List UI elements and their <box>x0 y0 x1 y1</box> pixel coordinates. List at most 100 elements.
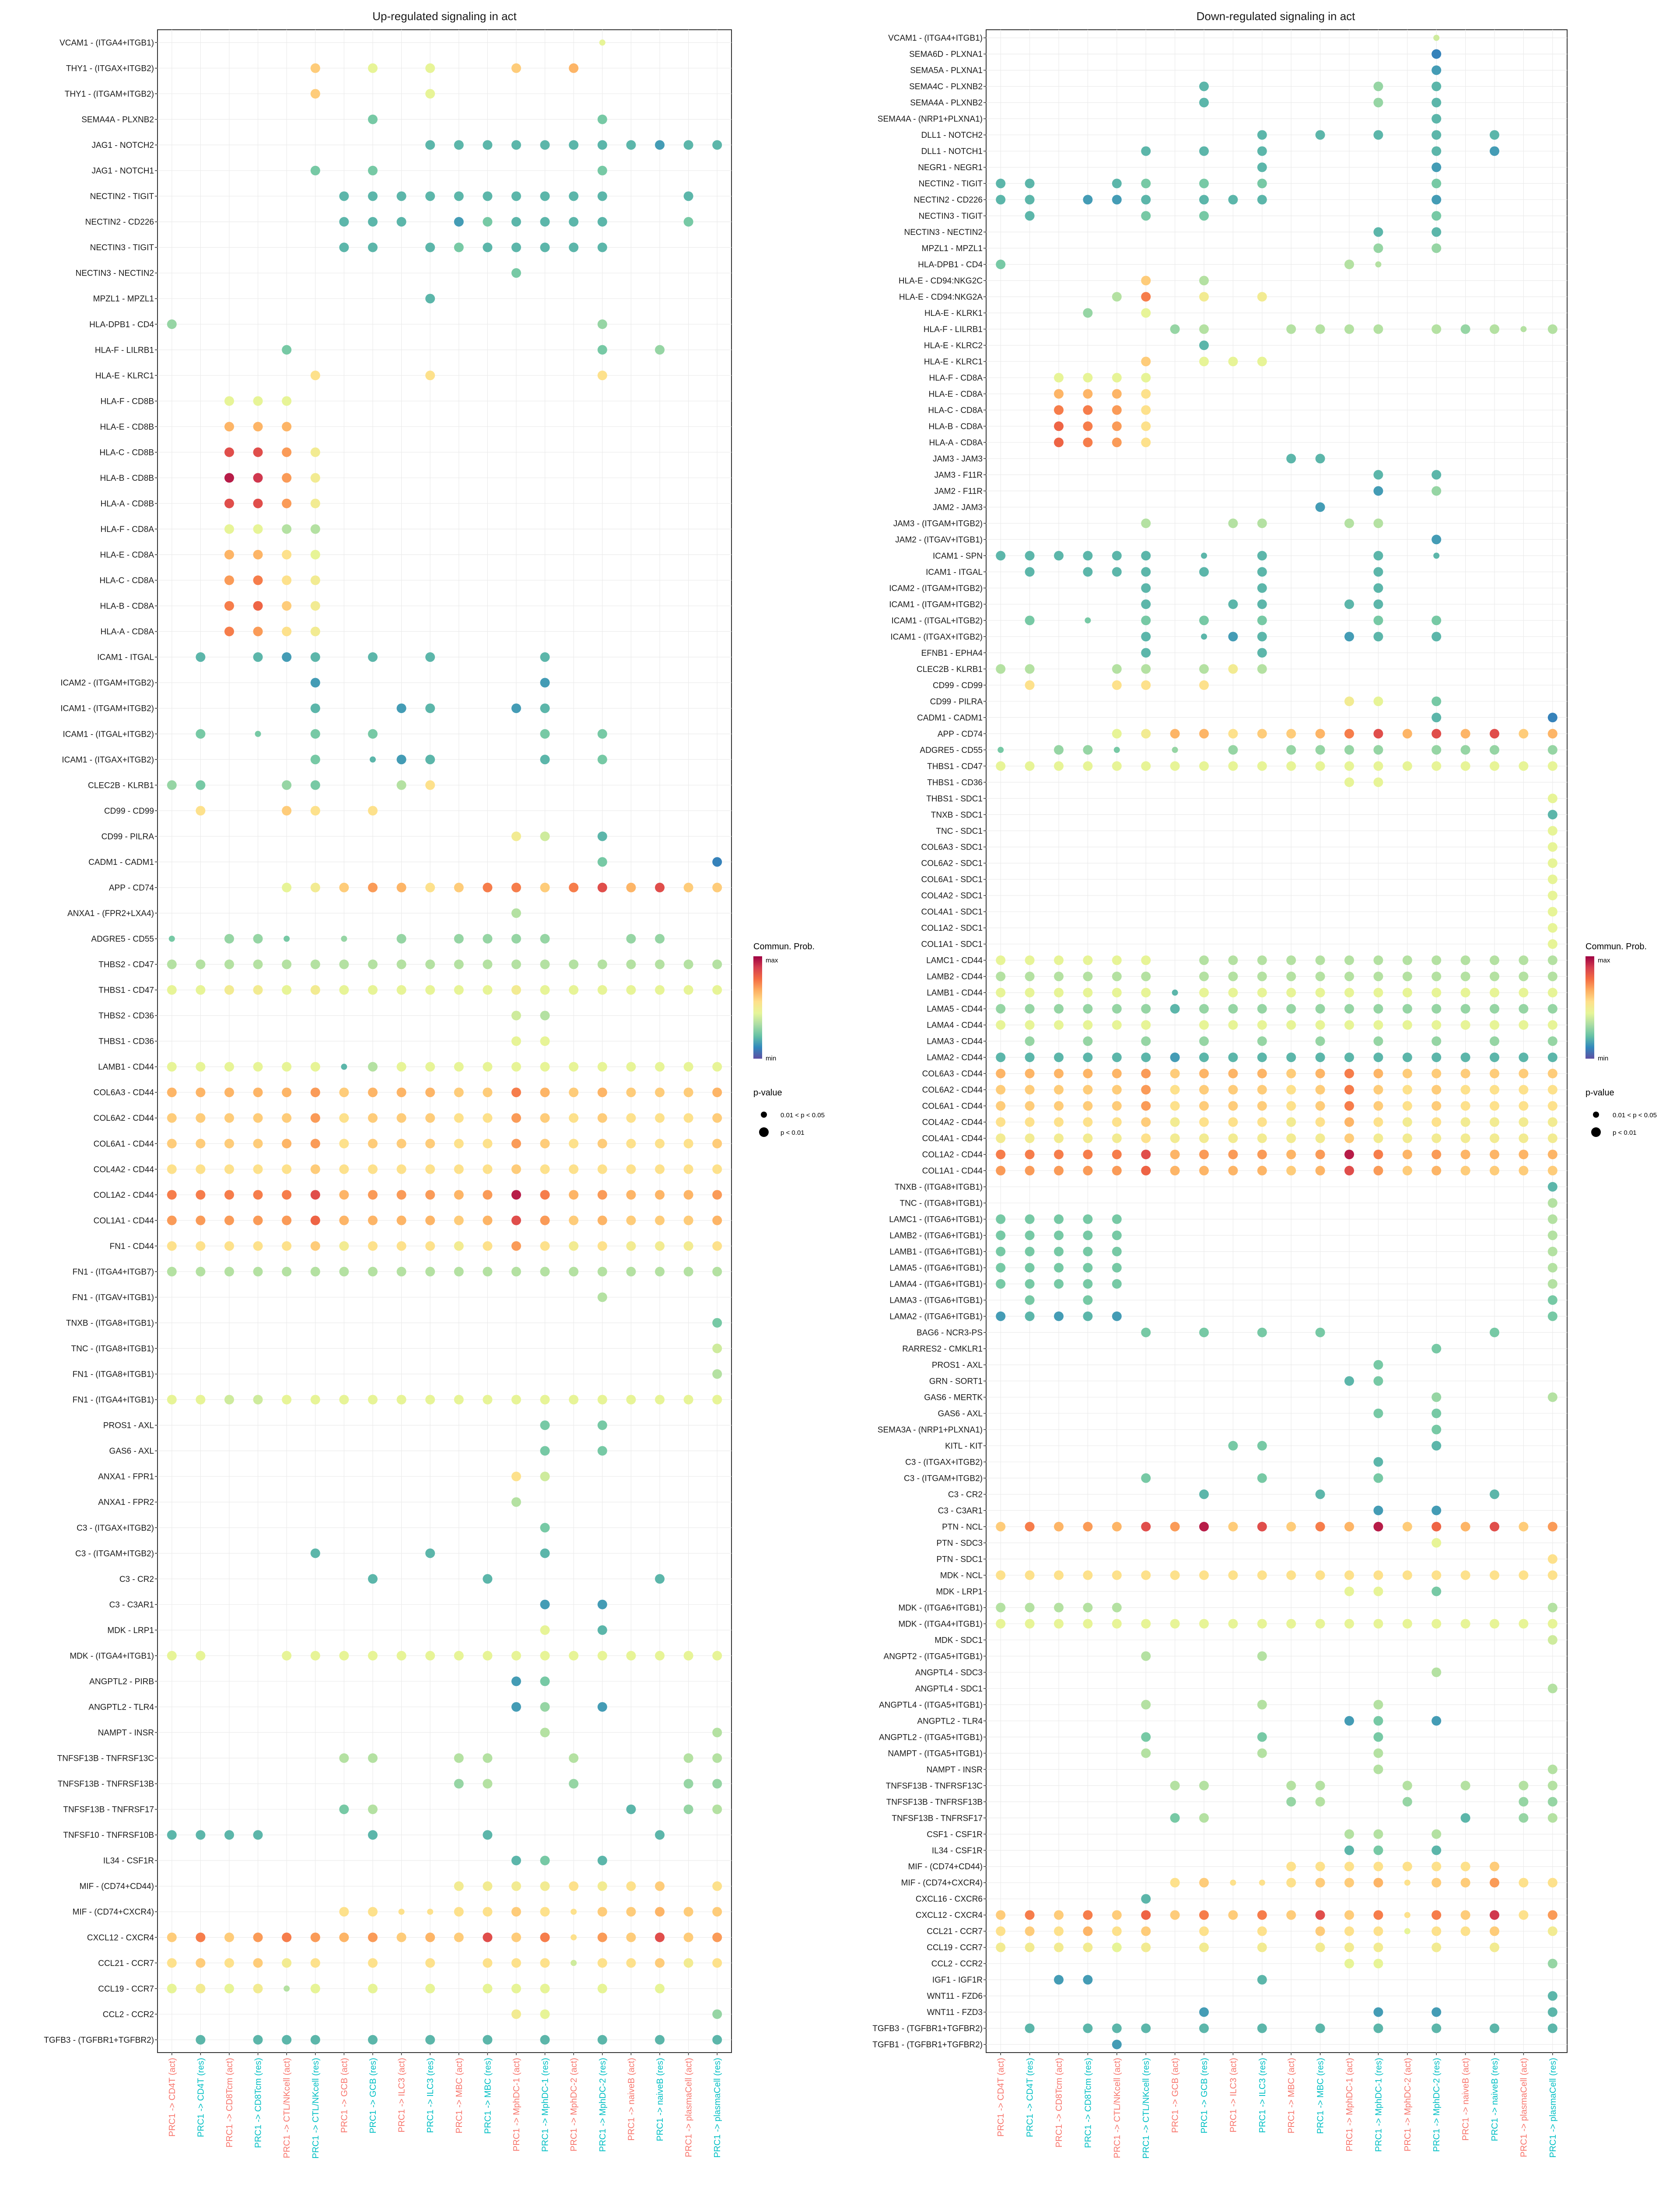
data-point <box>224 1062 234 1072</box>
data-point <box>1083 373 1093 383</box>
data-point <box>1112 988 1122 998</box>
data-point <box>1519 1068 1529 1078</box>
data-point <box>339 1215 349 1225</box>
data-point <box>1519 1149 1529 1159</box>
data-point <box>597 1446 607 1456</box>
data-point <box>1404 1912 1410 1918</box>
data-point <box>1112 1570 1122 1580</box>
data-point <box>540 1215 550 1225</box>
colorbar-title: Commun. Prob. <box>753 942 815 951</box>
data-point <box>1315 1926 1325 1936</box>
data-point <box>1547 939 1558 949</box>
data-point <box>1054 1602 1064 1612</box>
data-point <box>511 1958 521 1968</box>
data-point <box>1228 1084 1238 1095</box>
data-point <box>1112 1279 1122 1289</box>
data-point <box>540 1702 550 1712</box>
data-point <box>1460 1861 1470 1871</box>
data-point <box>1547 1214 1558 1224</box>
data-point <box>540 217 550 227</box>
data-point <box>310 959 320 969</box>
data-point <box>368 729 378 739</box>
data-point <box>1490 761 1499 771</box>
data-point <box>1083 1619 1093 1629</box>
data-point <box>1286 1133 1296 1143</box>
data-point <box>597 959 607 969</box>
data-point <box>282 2035 292 2045</box>
data-point <box>396 1241 406 1251</box>
data-point <box>1170 1521 1180 1532</box>
x-tick-label: PRC1 -> ILC3 (act) <box>397 2058 407 2133</box>
colorbar-min-label: min <box>766 1055 776 1062</box>
data-point <box>1199 2007 1209 2017</box>
y-tick-label: ICAM1 - SPN <box>933 552 983 561</box>
data-point <box>511 1856 521 1866</box>
data-point <box>1519 1020 1529 1030</box>
data-point <box>368 1395 378 1405</box>
data-point <box>368 1062 378 1072</box>
data-point <box>1112 437 1122 448</box>
data-point <box>1025 1020 1035 1030</box>
data-point <box>1141 437 1151 448</box>
data-point <box>1460 745 1470 755</box>
data-point <box>597 1881 607 1891</box>
data-point <box>310 985 320 995</box>
data-point <box>339 1651 349 1661</box>
data-point <box>1025 1084 1035 1095</box>
data-point <box>1432 1133 1442 1143</box>
data-point <box>1547 972 1558 982</box>
data-point <box>569 1266 579 1277</box>
data-point <box>310 1164 320 1174</box>
y-tick-label: COL4A1 - SDC1 <box>921 908 983 917</box>
data-point <box>368 959 378 969</box>
data-point <box>196 1139 206 1149</box>
data-point <box>1141 680 1151 690</box>
data-point <box>1141 1101 1151 1111</box>
data-point <box>483 1088 493 1098</box>
data-point <box>310 806 320 816</box>
data-point <box>1432 1424 1442 1434</box>
y-tick-label: HLA-DPB1 - CD4 <box>89 320 154 329</box>
data-point <box>1199 1619 1209 1629</box>
data-point <box>1344 1845 1354 1855</box>
data-point <box>996 1926 1006 1936</box>
data-point <box>1432 696 1442 707</box>
data-point <box>224 1830 234 1840</box>
data-point <box>712 1215 722 1225</box>
data-point <box>1490 1878 1499 1888</box>
data-point <box>1141 664 1151 674</box>
data-point <box>1432 1878 1442 1888</box>
data-point <box>396 959 406 969</box>
data-point <box>282 1395 292 1405</box>
data-point <box>511 1088 521 1098</box>
data-point <box>1228 357 1238 367</box>
data-point <box>511 703 521 714</box>
data-point <box>1257 664 1267 674</box>
y-tick-label: HLA-E - KLRC1 <box>95 371 154 381</box>
data-point <box>655 1983 665 1994</box>
data-point <box>1373 1068 1383 1078</box>
x-tick-label: PRC1 -> CD4T (res) <box>1026 2058 1035 2137</box>
data-point <box>712 1804 722 1814</box>
data-point <box>597 1702 607 1712</box>
y-tick-label: HLA-A - CD8A <box>101 627 154 637</box>
y-tick-label: HLA-E - CD8B <box>100 423 154 432</box>
data-point <box>1257 1165 1267 1175</box>
data-point <box>1402 1861 1412 1871</box>
data-point <box>454 1932 464 1942</box>
data-point <box>1432 1505 1442 1515</box>
data-point <box>1315 324 1325 334</box>
data-point <box>996 1602 1006 1612</box>
data-point <box>310 1548 320 1558</box>
data-point <box>569 191 579 201</box>
data-point <box>1519 761 1529 771</box>
data-point <box>253 549 263 560</box>
data-point <box>569 1753 579 1763</box>
data-point <box>1083 1926 1093 1936</box>
data-point <box>626 1164 636 1174</box>
data-point <box>1286 1861 1296 1871</box>
data-point <box>1170 1878 1180 1888</box>
y-tick-label: TNXB - (ITGA8+ITGB1) <box>66 1319 154 1328</box>
data-point <box>310 1241 320 1251</box>
data-point <box>425 755 435 765</box>
